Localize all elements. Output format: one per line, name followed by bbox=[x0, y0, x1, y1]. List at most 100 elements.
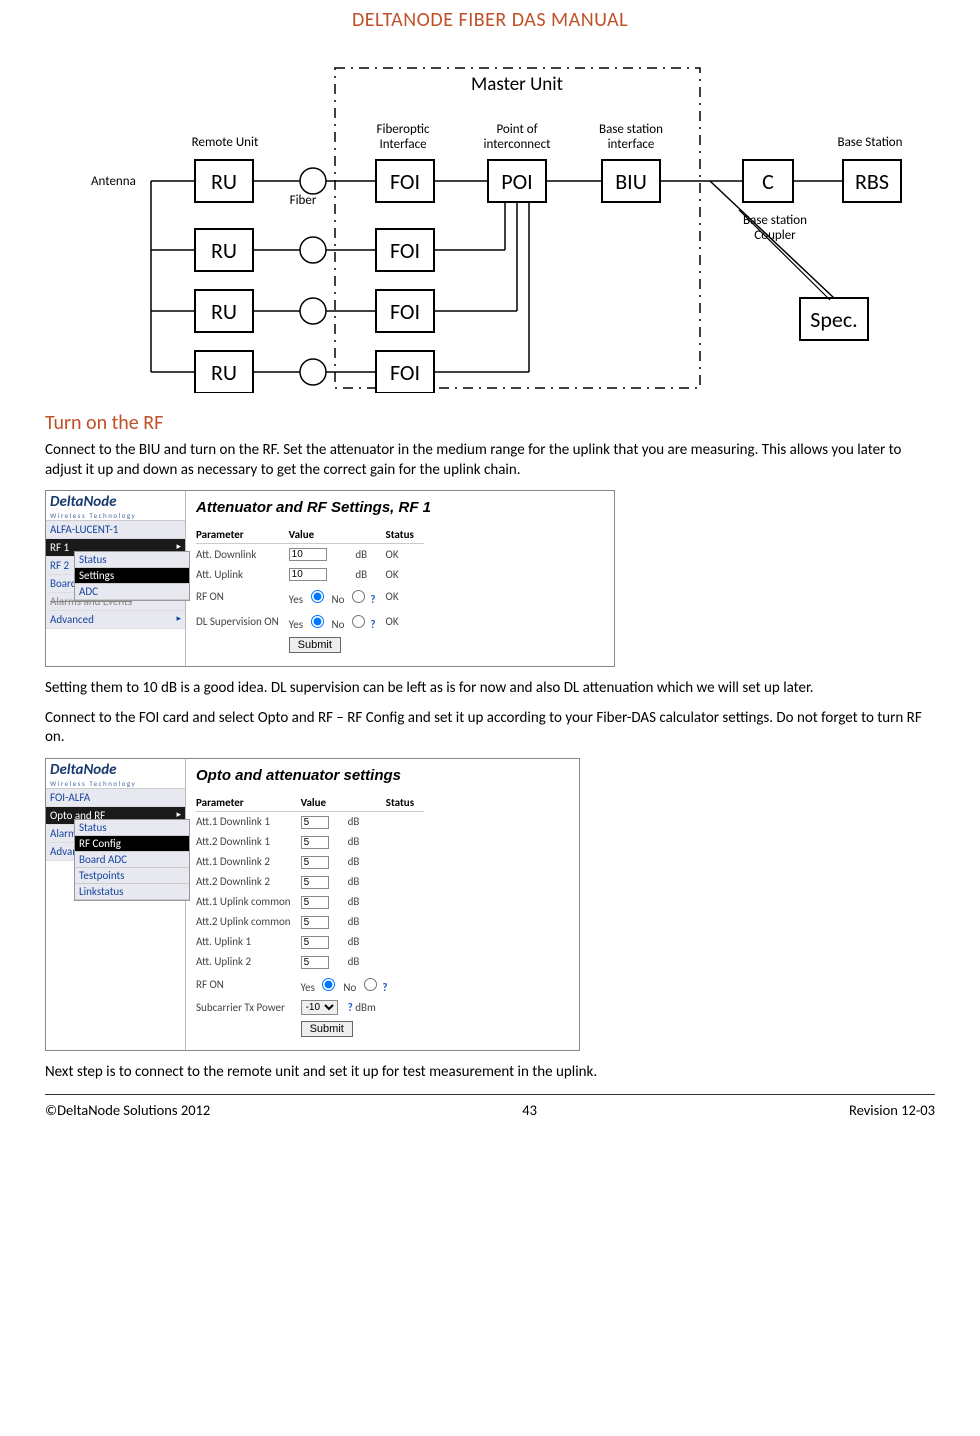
biu-label-1: Base station bbox=[599, 122, 663, 137]
submenu-testpoints[interactable]: Testpoints bbox=[75, 868, 189, 884]
att2-ulc[interactable] bbox=[301, 916, 329, 929]
dl-sup-yes[interactable] bbox=[311, 615, 324, 628]
subcarrier-select[interactable]: -10 bbox=[301, 1000, 338, 1015]
coupler-label-2: Coupler bbox=[754, 228, 796, 243]
svg-text:POI: POI bbox=[501, 168, 532, 195]
section-turn-on-rf: Turn on the RF bbox=[45, 411, 935, 435]
col-value: Value bbox=[289, 526, 356, 544]
panel2-device[interactable]: FOI-ALFA bbox=[46, 789, 185, 807]
help-icon[interactable]: ? bbox=[370, 618, 375, 631]
submenu-status[interactable]: Status bbox=[75, 552, 189, 568]
panel2-sidebar: DeltaNode Wireless Technology FOI-ALFA O… bbox=[46, 759, 186, 1050]
table-row: Subcarrier Tx Power-10? dBm bbox=[196, 997, 424, 1018]
svg-text:BIU: BIU bbox=[615, 168, 647, 195]
svg-text:FOI: FOI bbox=[390, 168, 420, 195]
attenuator-rf-settings-panel: DeltaNode Wireless Technology ALFA-LUCEN… bbox=[45, 490, 615, 667]
paragraph-1: Connect to the BIU and turn on the RF. S… bbox=[45, 441, 935, 480]
submenu-status2[interactable]: Status bbox=[75, 820, 189, 836]
paragraph-4: Next step is to connect to the remote un… bbox=[45, 1063, 935, 1083]
sidebar-item-advanced[interactable]: Advanced▸ bbox=[46, 611, 185, 629]
svg-text:FOI: FOI bbox=[390, 359, 420, 386]
submit-button[interactable]: Submit bbox=[301, 1021, 353, 1037]
svg-text:RU: RU bbox=[211, 298, 237, 325]
footer-revision: Revision 12-03 bbox=[849, 1101, 935, 1119]
foi-boxes: FOI FOI FOI FOI bbox=[376, 160, 434, 393]
col-parameter: Parameter bbox=[196, 526, 289, 544]
rf-on-no2[interactable] bbox=[364, 978, 377, 991]
page-footer: ©DeltaNode Solutions 2012 43 Revision 12… bbox=[45, 1094, 935, 1133]
table-row: Att. Uplink dB OK bbox=[196, 564, 424, 584]
panel2-title: Opto and attenuator settings bbox=[196, 767, 569, 784]
base-station-label: Base Station bbox=[838, 135, 903, 150]
att-ul2[interactable] bbox=[301, 956, 329, 969]
panel1-content: Attenuator and RF Settings, RF 1 Paramet… bbox=[186, 491, 614, 666]
svg-text:FOI: FOI bbox=[390, 298, 420, 325]
table-row: Att.2 Downlink 2dB bbox=[196, 872, 424, 892]
att1-ulc[interactable] bbox=[301, 896, 329, 909]
rf-on-yes[interactable] bbox=[311, 590, 324, 603]
table-row: Att. Downlink dB OK bbox=[196, 544, 424, 565]
remote-unit-label: Remote Unit bbox=[192, 135, 259, 150]
submenu-settings[interactable]: Settings bbox=[75, 568, 189, 584]
opto-attenuator-panel: DeltaNode Wireless Technology FOI-ALFA O… bbox=[45, 758, 580, 1051]
page-header: DELTANODE FIBER DAS MANUAL bbox=[45, 0, 935, 44]
att-ul1[interactable] bbox=[301, 936, 329, 949]
logo: DeltaNode Wireless Technology bbox=[46, 491, 185, 521]
table-row: Att.2 Downlink 1dB bbox=[196, 832, 424, 852]
table-row: Att. Uplink 1dB bbox=[196, 932, 424, 952]
biu-label-2: interface bbox=[608, 137, 655, 152]
dl-sup-no[interactable] bbox=[352, 615, 365, 628]
col-status: Status bbox=[386, 794, 424, 812]
submit-button[interactable]: Submit bbox=[289, 637, 341, 653]
submenu-rf-config[interactable]: RF Config bbox=[75, 836, 189, 852]
antenna-label: Antenna bbox=[91, 174, 136, 189]
rf-on-no[interactable] bbox=[352, 590, 365, 603]
svg-text:RBS: RBS bbox=[855, 168, 889, 195]
ru-boxes: RU RU RU RU bbox=[195, 160, 253, 393]
svg-text:RU: RU bbox=[211, 359, 237, 386]
table-row: Att.2 Uplink commondB bbox=[196, 912, 424, 932]
fiberoptic-label-2: Interface bbox=[379, 137, 426, 152]
fiber-label: Fiber bbox=[290, 193, 317, 208]
panel2-submenu: Status RF Config Board ADC Testpoints Li… bbox=[74, 819, 190, 901]
table-row: DL Supervision ON Yes No ? OK bbox=[196, 609, 424, 634]
footer-copyright: ©DeltaNode Solutions 2012 bbox=[45, 1101, 210, 1119]
table-row: RF ONYes No ? bbox=[196, 972, 424, 997]
submenu-adc[interactable]: ADC bbox=[75, 584, 189, 600]
svg-text:FOI: FOI bbox=[390, 237, 420, 264]
col-parameter: Parameter bbox=[196, 794, 301, 812]
poi-label-1: Point of bbox=[496, 122, 537, 137]
table-row: Att.1 Downlink 1dB bbox=[196, 811, 424, 832]
svg-text:RU: RU bbox=[211, 237, 237, 264]
footer-page-number: 43 bbox=[522, 1101, 537, 1119]
panel1-device[interactable]: ALFA-LUCENT-1 bbox=[46, 521, 185, 539]
logo: DeltaNode Wireless Technology bbox=[46, 759, 185, 789]
svg-text:RU: RU bbox=[211, 168, 237, 195]
architecture-diagram: Master Unit Remote Unit Fiberoptic Inter… bbox=[45, 48, 935, 393]
att-uplink-input[interactable] bbox=[289, 568, 327, 581]
table-row: Att. Uplink 2dB bbox=[196, 952, 424, 972]
col-value: Value bbox=[301, 794, 348, 812]
help-icon[interactable]: ? bbox=[348, 1001, 353, 1014]
table-row: Att.1 Downlink 2dB bbox=[196, 852, 424, 872]
att1-dl2[interactable] bbox=[301, 856, 329, 869]
master-unit-label: Master Unit bbox=[471, 73, 564, 96]
rf-on-yes2[interactable] bbox=[322, 978, 335, 991]
paragraph-2: Setting them to 10 dB is a good idea. DL… bbox=[45, 679, 935, 699]
svg-text:Spec.: Spec. bbox=[810, 306, 857, 333]
att1-dl1[interactable] bbox=[301, 816, 329, 829]
submenu-board-adc[interactable]: Board ADC bbox=[75, 852, 189, 868]
att2-dl1[interactable] bbox=[301, 836, 329, 849]
help-icon[interactable]: ? bbox=[370, 593, 375, 606]
panel1-table: Parameter Value Status Att. Downlink dB … bbox=[196, 526, 424, 656]
svg-text:C: C bbox=[762, 168, 774, 195]
fiberoptic-label-1: Fiberoptic bbox=[377, 122, 430, 137]
att2-dl2[interactable] bbox=[301, 876, 329, 889]
panel2-content: Opto and attenuator settings Parameter V… bbox=[186, 759, 579, 1050]
help-icon[interactable]: ? bbox=[382, 981, 387, 994]
table-row: RF ON Yes No ? OK bbox=[196, 584, 424, 609]
table-row: Att.1 Uplink commondB bbox=[196, 892, 424, 912]
att-downlink-input[interactable] bbox=[289, 548, 327, 561]
panel1-submenu: Status Settings ADC bbox=[74, 551, 190, 601]
submenu-linkstatus[interactable]: Linkstatus bbox=[75, 884, 189, 900]
